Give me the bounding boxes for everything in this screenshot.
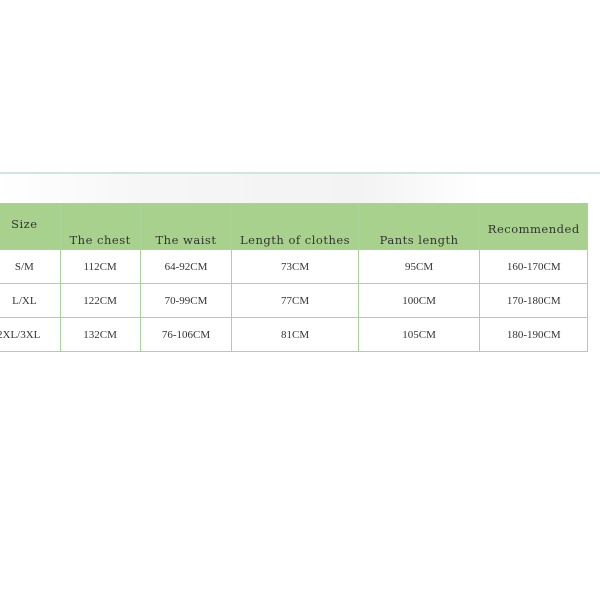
cell: 112CM (59, 249, 141, 284)
cell: 70-99CM (139, 283, 233, 318)
cell: 64-92CM (139, 249, 233, 284)
cell: 132CM (59, 317, 141, 352)
cell: 180-190CM (479, 317, 588, 352)
cell: 170-180CM (479, 283, 588, 318)
cell: 105CM (357, 317, 481, 352)
cell: 100CM (357, 283, 481, 318)
header-length-of-clothes: Length of clothes (231, 203, 359, 250)
cell: 81CM (231, 317, 359, 352)
header-recommended: Recommended (479, 203, 588, 250)
cell: 122CM (59, 283, 141, 318)
header-waist: The waist (139, 203, 233, 250)
header-chest: The chest (59, 203, 141, 250)
cell: 95CM (357, 249, 481, 284)
header-pants-length: Pants length (357, 203, 481, 250)
cell: 2XL/3XL (0, 317, 61, 352)
cell: 160-170CM (479, 249, 588, 284)
divider-line (0, 172, 600, 174)
cell: 77CM (231, 283, 359, 318)
cell: L/XL (0, 283, 61, 318)
table-row: S/M 112CM 64-92CM 73CM 95CM 160-170CM (0, 249, 588, 284)
cell: 73CM (231, 249, 359, 284)
header-band (0, 174, 600, 203)
table-row: L/XL 122CM 70-99CM 77CM 100CM 170-180CM (0, 283, 588, 318)
header-size: Size (0, 203, 61, 250)
header-row: Size The chest The waist Length of cloth… (0, 203, 588, 250)
table-row: 2XL/3XL 132CM 76-106CM 81CM 105CM 180-19… (0, 317, 588, 352)
cell: 76-106CM (139, 317, 233, 352)
size-chart-table: Size The chest The waist Length of cloth… (0, 203, 588, 352)
cell: S/M (0, 249, 61, 284)
